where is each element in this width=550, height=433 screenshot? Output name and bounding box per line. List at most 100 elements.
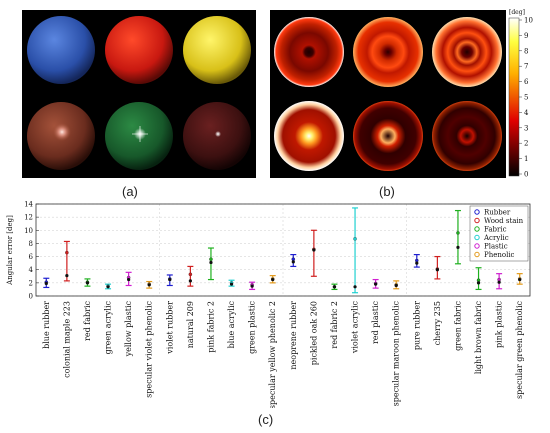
median-marker [291, 260, 295, 264]
legend-label: Phenolic [484, 251, 515, 259]
median-marker [209, 260, 213, 265]
error-bar-7 [166, 274, 173, 287]
x-tick-label: violet rubber [165, 301, 174, 355]
median-marker [415, 261, 419, 265]
colorbar-tick-label: 8 [524, 47, 528, 55]
angular-error-chart: 0 2 4 6 8 10 12 14 Angular error [deg] blue rub… [2, 198, 542, 409]
legend-label: Plastic [484, 243, 508, 251]
colorbar-gradient [508, 17, 520, 177]
y-tick-label: 6 [29, 253, 34, 261]
mean-marker [456, 231, 460, 235]
error-bar-20 [434, 255, 441, 280]
error-bar-11 [249, 281, 256, 291]
colorbar-tick-label: 4 [524, 109, 529, 117]
colorbar-tick-label: 0 [524, 171, 528, 179]
colorbar-tick-label: 3 [524, 124, 528, 132]
panel-b-error-maps [270, 10, 506, 178]
sphere-dark-red-highlight [215, 131, 221, 137]
error-bar-10 [228, 279, 235, 287]
error-bar-8 [187, 265, 194, 287]
x-tick-label: specular maroon phenolic [392, 300, 401, 406]
error-map-blue-rubber [274, 17, 344, 87]
spheres-image [27, 16, 251, 170]
median-marker [44, 281, 48, 286]
x-tick-label: light brown fabric [474, 300, 483, 374]
sphere-brown-highlight [53, 123, 71, 141]
legend-marker [474, 217, 480, 224]
sphere-blue [27, 16, 95, 84]
x-tick-label: green plastic [248, 300, 257, 353]
x-tick-label: neoprene rubber [289, 301, 298, 370]
colorbar-tick-label: 5 [524, 94, 528, 102]
y-tick-label: 0 [29, 293, 33, 301]
error-bar-21 [454, 209, 461, 265]
error-bar-14 [310, 229, 317, 277]
colorbar: [deg] 10 9 8 7 6 5 4 3 2 1 0 [507, 6, 547, 179]
legend-label: Fabric [484, 226, 507, 234]
error-bar-15 [331, 283, 338, 291]
legend-marker [474, 251, 480, 258]
sphere-red [105, 16, 173, 84]
median-marker [106, 285, 110, 289]
x-tick-label: cherry 235 [433, 301, 442, 345]
error-bar-2 [63, 240, 70, 282]
colorbar-tick-label: 10 [524, 17, 533, 25]
mean-marker [209, 257, 213, 261]
mean-marker [353, 237, 357, 241]
y-tick-label: 8 [29, 240, 33, 248]
error-bar-18 [393, 280, 400, 290]
mean-marker [65, 250, 69, 255]
error-bar-6 [146, 280, 153, 289]
median-marker [85, 281, 90, 285]
error-bar-9 [207, 247, 214, 281]
mean-marker [188, 272, 193, 277]
x-tick-label: red fabric 2 [330, 301, 339, 349]
chart-points [43, 207, 523, 294]
error-bar-24 [516, 273, 523, 285]
chart-svg: 0 2 4 6 8 10 12 14 Angular error [deg] blue rub… [6, 201, 531, 409]
error-maps-image [274, 17, 502, 171]
y-tick-label: 14 [24, 201, 33, 209]
error-map-brown [274, 101, 344, 171]
median-marker [250, 284, 254, 288]
legend-label: Acrylic [483, 234, 509, 242]
median-marker [312, 248, 316, 252]
error-bar-1 [43, 277, 50, 289]
error-bar-5 [125, 271, 132, 287]
x-tick-label: red fabric [83, 300, 92, 340]
median-marker [394, 283, 398, 288]
error-bar-16 [352, 207, 359, 294]
median-marker [374, 282, 378, 286]
error-map-green [353, 101, 423, 171]
plot-frame [35, 203, 531, 297]
legend-marker [474, 243, 480, 249]
x-tick-label: red plastic [371, 300, 380, 344]
legend-marker [474, 234, 480, 241]
error-bar-4 [105, 283, 112, 290]
error-map-yellow [432, 17, 502, 87]
median-marker [518, 277, 522, 282]
median-marker [127, 277, 131, 282]
legend-label: Wood stain [484, 217, 524, 225]
x-tick-label: pink fabric 2 [206, 301, 215, 353]
error-bar-22 [475, 267, 482, 291]
x-tick-label: colonial maple 223 [62, 301, 71, 378]
y-tick-label: 2 [29, 279, 33, 287]
y-tick-label: 12 [24, 214, 33, 222]
x-tick-label: specular green phenolic [515, 300, 524, 398]
colorbar-tick-label: 2 [524, 140, 528, 148]
median-marker [456, 245, 460, 249]
median-marker [188, 279, 192, 283]
x-tick-label: green acrylic [104, 300, 113, 354]
colorbar-tick-label: 6 [524, 78, 529, 86]
caption-c: (c) [258, 412, 274, 427]
panel-a-rendered-spheres [22, 10, 256, 178]
y-axis-label: Angular error [deg] [6, 215, 14, 286]
error-map-dark-red [432, 101, 502, 171]
error-bar-17 [372, 278, 379, 289]
median-marker [271, 277, 275, 282]
error-bar-19 [413, 253, 420, 268]
